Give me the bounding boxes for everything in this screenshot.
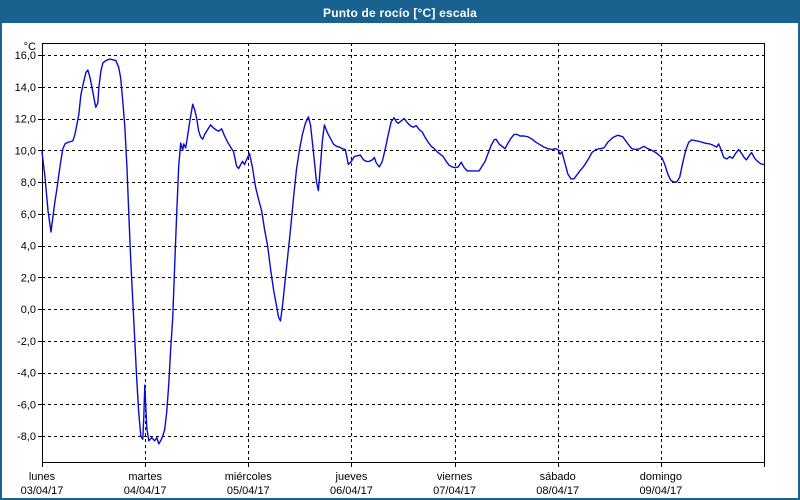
y-tick-label: 12,0: [15, 114, 36, 126]
x-day-date-label: 03/04/17: [21, 485, 64, 497]
y-tick-label: 10,0: [15, 145, 36, 157]
y-tick-label: 0,0: [21, 304, 36, 316]
x-day-date-label: 08/04/17: [536, 485, 579, 497]
y-tick-label: 14,0: [15, 82, 36, 94]
y-tick-label: -6,0: [17, 399, 36, 411]
y-tick-label: 2,0: [21, 272, 36, 284]
x-day-date-label: 04/04/17: [124, 485, 167, 497]
x-day-name-label: jueves: [335, 471, 368, 483]
plot-border: [42, 43, 765, 463]
y-tick-label: 16,0: [15, 50, 36, 62]
y-tick-label: -2,0: [17, 336, 36, 348]
x-day-date-label: 06/04/17: [330, 485, 373, 497]
x-day-name-label: martes: [128, 471, 162, 483]
x-day-date-label: 07/04/17: [433, 485, 476, 497]
y-tick-label: -4,0: [17, 368, 36, 380]
y-tick-label: 8,0: [21, 177, 36, 189]
y-axis-unit-label: °C: [24, 41, 36, 53]
x-day-name-label: domingo: [640, 471, 682, 483]
dew-point-series-line: [41, 58, 765, 445]
x-day-name-label: sábado: [540, 471, 576, 483]
title-bar: Punto de rocío [°C] escala: [2, 2, 798, 23]
x-day-name-label: viernes: [437, 471, 473, 483]
y-tick-label: 6,0: [21, 209, 36, 221]
chart-title: Punto de rocío [°C] escala: [322, 5, 478, 20]
x-day-name-label: miércoles: [225, 471, 273, 483]
x-day-date-label: 05/04/17: [227, 485, 270, 497]
x-day-name-label: lunes: [29, 471, 56, 483]
y-tick-label: -8,0: [17, 431, 36, 443]
x-day-date-label: 09/04/17: [639, 485, 682, 497]
y-tick-label: 4,0: [21, 241, 36, 253]
